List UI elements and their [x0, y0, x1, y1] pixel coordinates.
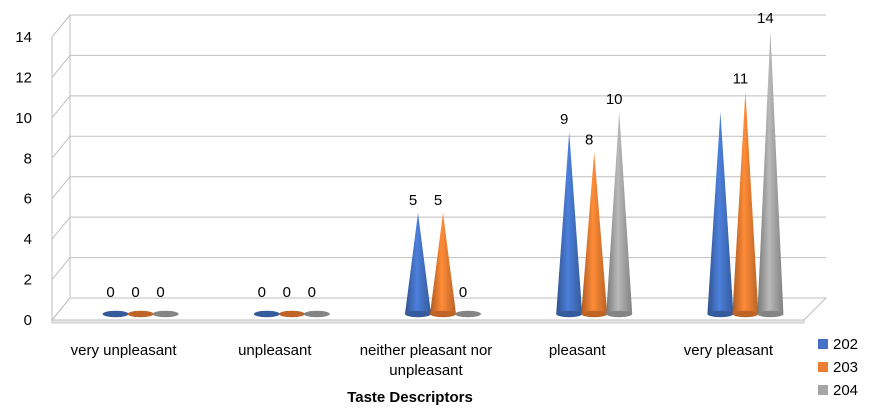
data-label: 5 — [409, 192, 417, 209]
legend-swatch — [818, 385, 828, 395]
legend: 202 203 204 — [818, 336, 858, 399]
cone-base — [581, 310, 608, 318]
data-label: 14 — [757, 10, 774, 27]
category-label: unpleasant — [238, 342, 312, 359]
cone-body — [732, 91, 759, 315]
floor-edge — [51, 319, 805, 324]
cone-base — [732, 310, 759, 318]
data-label: 0 — [283, 284, 291, 301]
legend-swatch — [818, 339, 828, 349]
cone-203-3 — [581, 152, 608, 318]
cone-base — [278, 310, 305, 318]
category-label: very unpleasant — [71, 342, 178, 359]
category-label: very pleasant — [684, 342, 774, 359]
cone-base — [303, 310, 330, 318]
cone-body — [430, 212, 456, 314]
cone-base — [127, 310, 154, 318]
data-label: 0 — [106, 284, 114, 301]
gridlines — [51, 14, 826, 321]
x-axis-title: Taste Descriptors — [347, 389, 473, 406]
y-tick-label: 4 — [24, 231, 32, 248]
side-wall-gridline — [51, 176, 71, 200]
data-label: 0 — [156, 284, 164, 301]
cone-body — [405, 212, 431, 314]
data-label: 11 — [733, 71, 749, 88]
cone-203-1 — [278, 310, 305, 318]
data-label: 0 — [131, 284, 139, 301]
cone-base — [152, 310, 179, 318]
cone-body — [606, 111, 633, 314]
y-tick-label: 6 — [24, 191, 32, 208]
cone-202-4 — [707, 111, 734, 318]
cone-204-1 — [303, 310, 330, 318]
cone-204-2 — [455, 310, 481, 318]
data-label: 8 — [585, 131, 593, 148]
cone-203-0 — [127, 310, 154, 318]
category-label: pleasant — [549, 342, 607, 359]
y-axis: 0 2 4 6 8 10 12 14 — [15, 29, 53, 329]
cone-base — [430, 310, 456, 318]
cone-202-3 — [556, 132, 583, 318]
y-tick-label: 12 — [15, 69, 32, 86]
cone-body — [556, 132, 583, 314]
cone-body — [757, 31, 784, 314]
cone-base — [556, 310, 583, 318]
legend-label: 202 — [833, 336, 858, 353]
category-label: unpleasant — [389, 362, 463, 379]
cone-body — [581, 152, 608, 314]
cone-204-0 — [152, 310, 179, 318]
data-label: 5 — [434, 192, 442, 209]
side-wall-gridline — [51, 95, 71, 119]
y-tick-label: 14 — [15, 29, 32, 46]
data-label: 0 — [459, 284, 467, 301]
data-label: 0 — [258, 284, 266, 301]
cone-204-3 — [606, 111, 633, 318]
legend-label: 204 — [833, 382, 858, 399]
cone-body — [707, 111, 734, 314]
y-tick-label: 8 — [24, 150, 32, 167]
x-axis-categories: very unpleasant unpleasant neither pleasan… — [71, 342, 774, 379]
cone-202-1 — [253, 310, 280, 318]
legend-label: 203 — [833, 359, 858, 376]
cone-202-0 — [102, 310, 129, 318]
y-tick-label: 10 — [15, 110, 32, 127]
cone-base — [707, 310, 734, 318]
side-wall-gridline — [51, 216, 71, 240]
side-wall-gridline — [51, 55, 71, 78]
side-wall-gridline — [51, 257, 71, 280]
y-tick-label: 2 — [24, 272, 32, 289]
legend-swatch — [818, 362, 828, 372]
data-label: 0 — [308, 284, 316, 301]
cone-203-2 — [430, 212, 456, 318]
cone-base — [757, 310, 784, 318]
data-label: 9 — [560, 111, 568, 128]
cone-203-4 — [732, 91, 759, 318]
side-wall-gridline — [51, 135, 71, 159]
cone-base — [455, 310, 481, 318]
cone-base — [102, 310, 129, 318]
cone-series — [102, 31, 784, 318]
cone-base — [405, 310, 431, 318]
cone-base — [606, 310, 633, 318]
y-tick-label: 0 — [24, 312, 32, 329]
cone-base — [253, 310, 280, 318]
category-label: neither pleasant nor — [360, 342, 493, 359]
side-wall-gridline — [51, 14, 71, 38]
cone-204-4 — [757, 31, 784, 318]
data-label: 10 — [606, 91, 623, 108]
cone-202-2 — [405, 212, 431, 318]
